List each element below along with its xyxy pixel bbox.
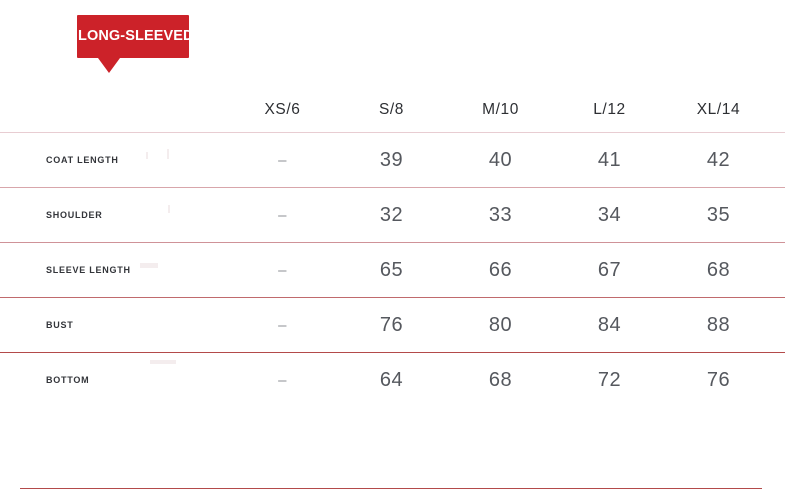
table-row: BOTTOM –64 68 72 76	[0, 352, 785, 407]
cell-value: 67	[555, 242, 664, 298]
cell-spacer	[773, 297, 785, 353]
table-row: SHOULDER –32 33 34 35	[0, 187, 785, 243]
category-banner: LONG-SLEEVED	[77, 15, 189, 73]
cell-value: 39	[337, 132, 446, 188]
cell-value: 32	[337, 187, 446, 243]
cell-value: 35	[664, 187, 773, 243]
table-body: COAT LENGTH –39 40 41 42 SHOULDER –32 33 34 35 SLE…	[0, 132, 785, 407]
cell-spacer	[773, 187, 785, 243]
table-row: SLEEVE LENGTH –65 66 67 68	[0, 242, 785, 298]
table-header: XS/6 S/8 M/10 L/12 XL/14	[0, 88, 785, 133]
cell-spacer	[773, 352, 785, 407]
cell-value: 64	[337, 352, 446, 407]
header-measurement	[0, 88, 228, 133]
header-size-l: L/12	[593, 101, 626, 118]
cell-value: 76	[664, 352, 773, 407]
banner-body	[77, 15, 189, 58]
row-label: SHOULDER	[0, 187, 228, 243]
cell-value: 33	[446, 187, 555, 243]
cell-value: –	[228, 187, 337, 243]
cell-value: –	[228, 132, 337, 188]
cell-value: 76	[337, 297, 446, 353]
header-row: XS/6 S/8 M/10 L/12 XL/14	[0, 88, 785, 133]
cell-value: 42	[664, 132, 773, 188]
cell-value: 40	[446, 132, 555, 188]
cell-spacer	[773, 242, 785, 298]
header-size-s: S/8	[378, 101, 405, 118]
banner-tail-icon	[98, 58, 120, 73]
cell-spacer	[773, 132, 785, 188]
banner-label: LONG-SLEEVED	[78, 28, 189, 44]
cell-value: 88	[664, 297, 773, 353]
cell-value: 34	[555, 187, 664, 243]
cell-value: 68	[446, 352, 555, 407]
header-size-m: M/10	[482, 101, 519, 118]
row-label: BUST	[0, 297, 228, 353]
table-row: BUST –76 80 84 88	[0, 297, 785, 353]
cell-value: 65	[337, 242, 446, 298]
cell-value: –	[228, 297, 337, 353]
table-row: COAT LENGTH –39 40 41 42	[0, 132, 785, 188]
cell-value: 66	[446, 242, 555, 298]
row-label: COAT LENGTH	[0, 132, 228, 188]
cell-value: 80	[446, 297, 555, 353]
header-size-xl: XL/14	[696, 101, 741, 118]
header-spacer	[773, 88, 785, 133]
row-label: SLEEVE LENGTH	[0, 242, 228, 298]
header-size-xs: XS/6	[264, 101, 301, 118]
size-chart: XS/6 S/8 M/10 L/12 XL/14 COAT LENGTH –39 4…	[0, 88, 785, 489]
size-chart-table: XS/6 S/8 M/10 L/12 XL/14 COAT LENGTH –39 4…	[0, 88, 785, 407]
cell-value: –	[228, 242, 337, 298]
cell-value: 41	[555, 132, 664, 188]
cell-value: 68	[664, 242, 773, 298]
cell-value: –	[228, 352, 337, 407]
cell-value: 84	[555, 297, 664, 353]
cell-value: 72	[555, 352, 664, 407]
row-label: BOTTOM	[0, 352, 228, 407]
